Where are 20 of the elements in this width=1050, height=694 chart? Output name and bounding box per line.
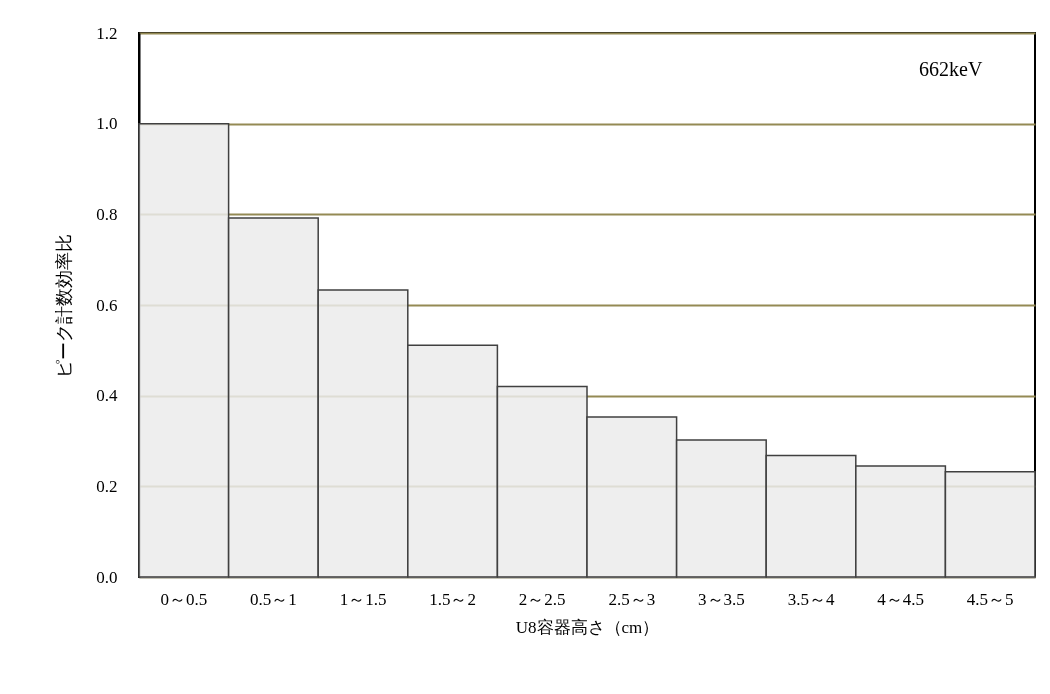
y-tick-label: 1.0 [96,114,118,134]
x-tick-label: 3～3.5 [698,589,745,609]
y-tick-label: 0.4 [96,386,118,406]
x-tick-label: 2～2.5 [518,589,566,609]
y-tick-label: 0.6 [96,295,118,315]
x-axis-title: U8容器高さ（cm） [515,617,660,637]
x-tick-label: 0～0.5 [160,589,208,609]
x-tick-label: 4～4.5 [877,589,924,609]
x-tick-label: 4.5～5 [966,589,1014,609]
x-tick-label: 2.5～3 [608,589,656,609]
y-tick-label: 0.0 [96,567,118,587]
y-tick-label: 0.2 [96,476,118,496]
x-tick-label: 3.5～4 [787,589,835,609]
y-axis-title: ピーク計数効率比 [54,233,75,378]
y-tick-label: 1.2 [96,23,118,43]
annotation: 662keV [919,58,983,80]
y-tick-label: 0.8 [96,204,118,224]
x-tick-label: 1.5～2 [429,589,476,609]
x-tick-label: 0.5～1 [250,589,297,609]
x-tick-label: 1～1.5 [339,589,387,609]
